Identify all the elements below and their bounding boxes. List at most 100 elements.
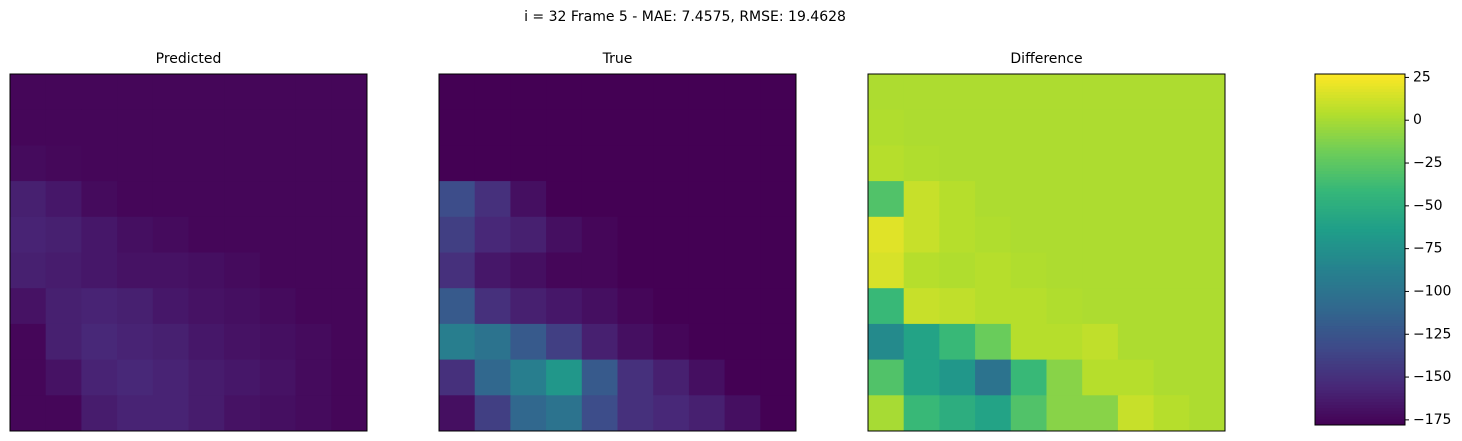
heatmap-cell — [581, 109, 618, 146]
heatmap-cell — [1046, 216, 1083, 253]
heatmap-cell — [1153, 288, 1190, 325]
heatmap-cell — [439, 216, 476, 253]
heatmap-cell — [1189, 395, 1226, 432]
heatmap-cell — [903, 145, 940, 182]
colorbar-swatch — [1315, 223, 1405, 227]
heatmap-cell — [546, 216, 583, 253]
heatmap-cell — [117, 216, 154, 253]
heatmap-cell — [581, 288, 618, 325]
colorbar-swatch — [1315, 296, 1405, 300]
heatmap-cell — [152, 288, 189, 325]
colorbar-swatch — [1315, 179, 1405, 183]
heatmap-cell — [1117, 145, 1155, 182]
colorbar-swatch — [1315, 135, 1405, 139]
colorbar-swatch — [1315, 348, 1405, 353]
heatmap-cell — [510, 359, 547, 396]
heatmap-cell — [224, 395, 261, 432]
heatmap-cell — [1189, 288, 1226, 325]
colorbar-swatch — [1315, 325, 1405, 329]
heatmap-cell — [1153, 216, 1190, 253]
heatmap-cell — [45, 252, 82, 289]
heatmap-cell — [474, 74, 511, 111]
panel-frame — [9, 73, 368, 432]
colorbar-swatch — [1315, 103, 1405, 107]
colorbar-swatch — [1315, 234, 1405, 239]
heatmap-cell — [331, 145, 368, 182]
heatmap-cell — [1189, 323, 1226, 361]
heatmap-cell — [617, 359, 654, 396]
colorbar-swatch — [1315, 369, 1405, 373]
heatmap-cell — [188, 145, 225, 182]
heatmap-cell — [653, 252, 690, 289]
heatmap-cell — [617, 323, 654, 361]
heatmap-cell — [724, 74, 761, 111]
heatmap-cell — [760, 323, 797, 361]
colorbar-swatch — [1315, 278, 1405, 283]
heatmap-cell — [331, 109, 368, 146]
colorbar-swatch — [1315, 94, 1405, 98]
heatmap-cell — [868, 74, 905, 111]
heatmap-cell — [1082, 359, 1119, 396]
heatmap-cell — [45, 145, 82, 182]
heatmap-cell — [1082, 252, 1119, 289]
heatmap-cell — [45, 359, 82, 396]
heatmap-cell — [617, 216, 654, 253]
heatmap-cell — [868, 181, 905, 218]
colorbar-swatch — [1315, 389, 1405, 394]
heatmap-cell — [868, 216, 905, 253]
heatmap-cell — [152, 74, 189, 111]
heatmap-cell — [975, 145, 1012, 182]
colorbar-swatch — [1315, 185, 1405, 189]
heatmap-cell — [474, 109, 511, 146]
heatmap-cell — [581, 145, 618, 182]
heatmap-cell — [1046, 145, 1083, 182]
colorbar-swatch — [1315, 123, 1405, 128]
heatmap-cell — [868, 359, 905, 396]
heatmap-cell — [1189, 109, 1226, 146]
colorbar-swatch — [1315, 129, 1405, 133]
colorbar-swatch — [1315, 375, 1405, 379]
heatmap-cell — [1046, 74, 1083, 111]
heatmap-cell — [439, 145, 476, 182]
heatmap-cell — [117, 359, 154, 396]
heatmap-cell — [1082, 216, 1119, 253]
heatmap-cell — [474, 395, 511, 432]
heatmap-cell — [259, 145, 297, 182]
heatmap-cell — [1153, 181, 1190, 218]
colorbar-swatch — [1315, 313, 1405, 318]
heatmap-cell — [688, 74, 726, 111]
heatmap-cell — [10, 395, 47, 432]
colorbar-swatch — [1315, 407, 1405, 411]
heatmap-cell — [10, 216, 47, 253]
heatmap-cell — [474, 252, 511, 289]
heatmap-cell — [224, 252, 261, 289]
heatmap-cell — [903, 252, 940, 289]
colorbar-swatch — [1315, 261, 1405, 265]
heatmap-cell — [1010, 252, 1047, 289]
colorbar-swatch — [1315, 305, 1405, 309]
heatmap-cell — [1010, 109, 1047, 146]
heatmap-cell — [975, 181, 1012, 218]
heatmap-cell — [474, 323, 511, 361]
heatmap-cell — [510, 109, 547, 146]
colorbar-swatch — [1315, 284, 1405, 289]
heatmap-cell — [331, 74, 368, 111]
colorbar-swatch — [1315, 138, 1405, 142]
heatmap-cell — [653, 74, 690, 111]
heatmap-cell — [939, 181, 976, 218]
heatmap-cell — [259, 323, 297, 361]
colorbar-swatch — [1315, 176, 1405, 180]
heatmap-cell — [1010, 359, 1047, 396]
heatmap-cell — [81, 109, 118, 146]
heatmap-cell — [975, 359, 1012, 396]
colorbar-swatch — [1315, 255, 1405, 259]
heatmap-cell — [653, 395, 690, 432]
heatmap-cell — [760, 359, 797, 396]
heatmap-cell — [939, 359, 976, 396]
colorbar-swatch — [1315, 419, 1405, 423]
heatmap-cell — [617, 74, 654, 111]
heatmap-cell — [510, 288, 547, 325]
heatmap-cell — [1189, 181, 1226, 218]
heatmap-cell — [295, 216, 332, 253]
heatmap-cell — [1082, 395, 1119, 432]
